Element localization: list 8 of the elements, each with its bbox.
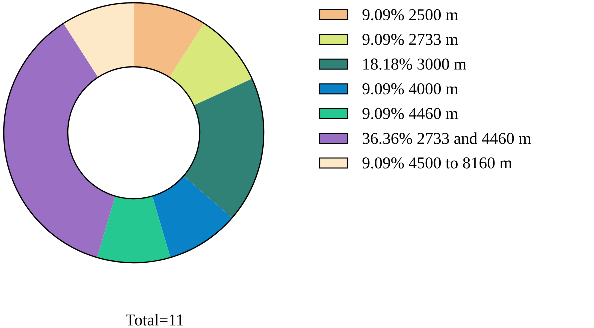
text: Total=11 [126, 314, 184, 326]
legend-label: 36.36% 2733 and 4460 m [362, 132, 532, 144]
legend-label: 9.09% 4460 m [362, 108, 458, 120]
legend-label: 9.09% 4500 to 8160 m [362, 158, 512, 169]
legend-label: 9.09% 4000 m [362, 84, 458, 95]
legend-label: 9.09% 2733 m [362, 34, 458, 46]
legend-label: 18.18% 3000 m [364, 58, 467, 70]
legend-label: 9.09% 2500 m [362, 9, 458, 21]
